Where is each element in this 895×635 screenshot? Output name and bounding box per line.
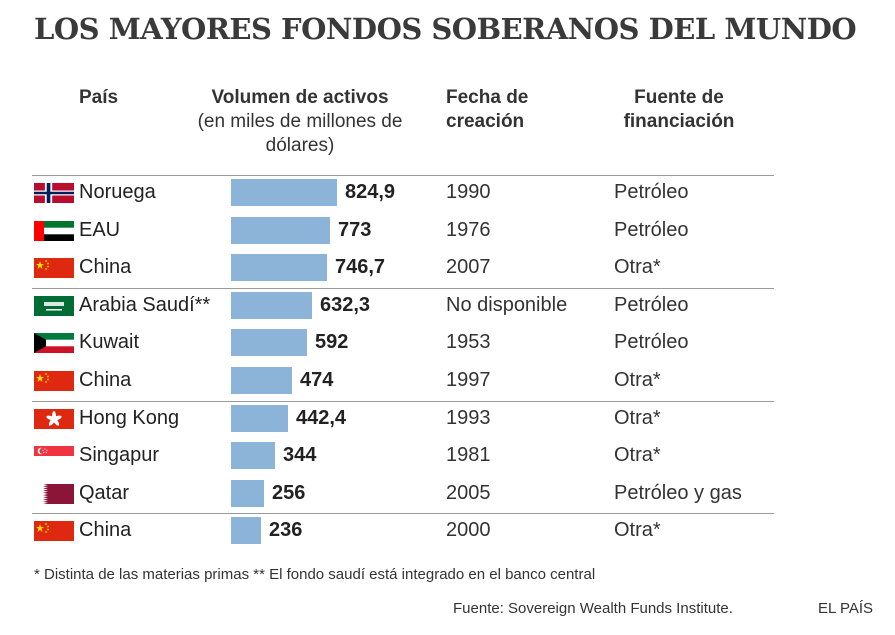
- bar: [231, 254, 327, 282]
- china-flag-icon: [34, 371, 74, 391]
- country-name: Noruega: [79, 181, 156, 203]
- china-flag-icon: [34, 521, 74, 542]
- table-row: China 236 2000 Otra*: [0, 512, 895, 550]
- creation-year: 1953: [446, 331, 491, 354]
- table-row: Singapur 344 1981 Otra*: [0, 437, 895, 475]
- bar: [231, 179, 337, 206]
- qatar-flag-icon: [34, 483, 74, 504]
- country-name: Singapur: [79, 444, 160, 467]
- bar: [231, 442, 275, 470]
- creation-year: 1981: [446, 444, 491, 467]
- value-label: 632,3: [320, 293, 371, 316]
- header-volumen: Volumen de activos (en miles de millones…: [190, 86, 410, 158]
- value-label: 746,7: [335, 256, 386, 279]
- funding-source: Otra*: [614, 256, 661, 279]
- funding-source: Otra*: [614, 406, 661, 429]
- creation-year: 1990: [446, 181, 491, 203]
- value-label: 474: [300, 369, 334, 391]
- source-credit: Fuente: Sovereign Wealth Funds Institute…: [453, 600, 733, 617]
- funding-source: Otra*: [614, 519, 661, 542]
- hong-kong-flag-icon: [34, 408, 74, 429]
- country-name: China: [79, 369, 132, 391]
- group-divider: [32, 287, 774, 289]
- creation-year: 2005: [446, 481, 491, 504]
- table-row: Arabia Saudí** 632,3 No disponible Petróleo: [0, 287, 895, 325]
- value-label: 824,9: [345, 181, 396, 203]
- value-label: 344: [283, 444, 317, 467]
- country-name: Hong Kong: [79, 406, 180, 429]
- china-flag-icon: [34, 258, 74, 279]
- value-label: 773: [338, 218, 372, 241]
- creation-year: 1997: [446, 369, 491, 391]
- funding-source: Petróleo: [614, 331, 689, 354]
- value-label: 256: [272, 481, 306, 504]
- header-volumen-sub: (en miles de millones de dólares): [197, 111, 403, 156]
- header-fuente: Fuente de financiación: [623, 87, 735, 132]
- table-row: China 474 1997 Otra*: [0, 362, 895, 400]
- bar: [231, 367, 292, 394]
- uae-flag-icon: [34, 220, 74, 241]
- table-row: Hong Kong 442,4 1993 Otra*: [0, 400, 895, 438]
- country-name: Arabia Saudí**: [79, 293, 211, 316]
- table-row: EAU 773 1976 Petróleo: [0, 212, 895, 250]
- bar: [231, 404, 288, 432]
- value-label: 442,4: [296, 406, 347, 429]
- country-name: Qatar: [79, 481, 130, 504]
- creation-year: 2000: [446, 519, 491, 542]
- bar: [231, 291, 312, 319]
- table-row: Kuwait 592 1953 Petróleo: [0, 324, 895, 362]
- country-name: Kuwait: [79, 331, 140, 354]
- kuwait-flag-icon: [34, 333, 74, 354]
- funding-source: Petróleo: [614, 218, 689, 241]
- header-fecha: Fecha de creación: [446, 87, 529, 132]
- table-row: China 746,7 2007 Otra*: [0, 249, 895, 287]
- footnote: * Distinta de las materias primas ** El …: [34, 566, 596, 583]
- creation-year: 1976: [446, 218, 491, 241]
- funding-source: Petróleo: [614, 181, 689, 203]
- funding-source: Petróleo: [614, 293, 689, 316]
- funding-source: Otra*: [614, 444, 661, 467]
- bar: [231, 479, 264, 507]
- bar: [231, 216, 330, 244]
- creation-year: 2007: [446, 256, 491, 279]
- header-pais: País: [79, 87, 119, 108]
- value-label: 236: [269, 519, 303, 542]
- singapore-flag-icon: [34, 446, 74, 467]
- group-divider: [32, 513, 774, 515]
- creation-year: No disponible: [446, 293, 568, 316]
- table-row: Qatar 256 2005 Petróleo y gas: [0, 475, 895, 513]
- bar: [231, 517, 261, 545]
- header-volumen-label: Volumen de activos: [211, 87, 389, 108]
- saudi-arabia-flag-icon: [34, 295, 74, 316]
- group-divider: [32, 175, 774, 176]
- group-divider: [32, 400, 774, 402]
- value-label: 592: [315, 331, 349, 354]
- brand-label: EL PAÍS: [818, 600, 874, 617]
- country-name: China: [79, 256, 132, 279]
- country-name: EAU: [79, 218, 121, 241]
- norway-flag-icon: [34, 183, 74, 203]
- funding-source: Petróleo y gas: [614, 481, 742, 504]
- funding-source: Otra*: [614, 369, 661, 391]
- creation-year: 1993: [446, 406, 491, 429]
- bar: [231, 329, 307, 357]
- chart-title: LOS MAYORES FONDOS SOBERANOS DEL MUNDO: [34, 12, 857, 46]
- country-name: China: [79, 519, 132, 542]
- table-row: Noruega 824,9 1990 Petróleo: [0, 174, 895, 212]
